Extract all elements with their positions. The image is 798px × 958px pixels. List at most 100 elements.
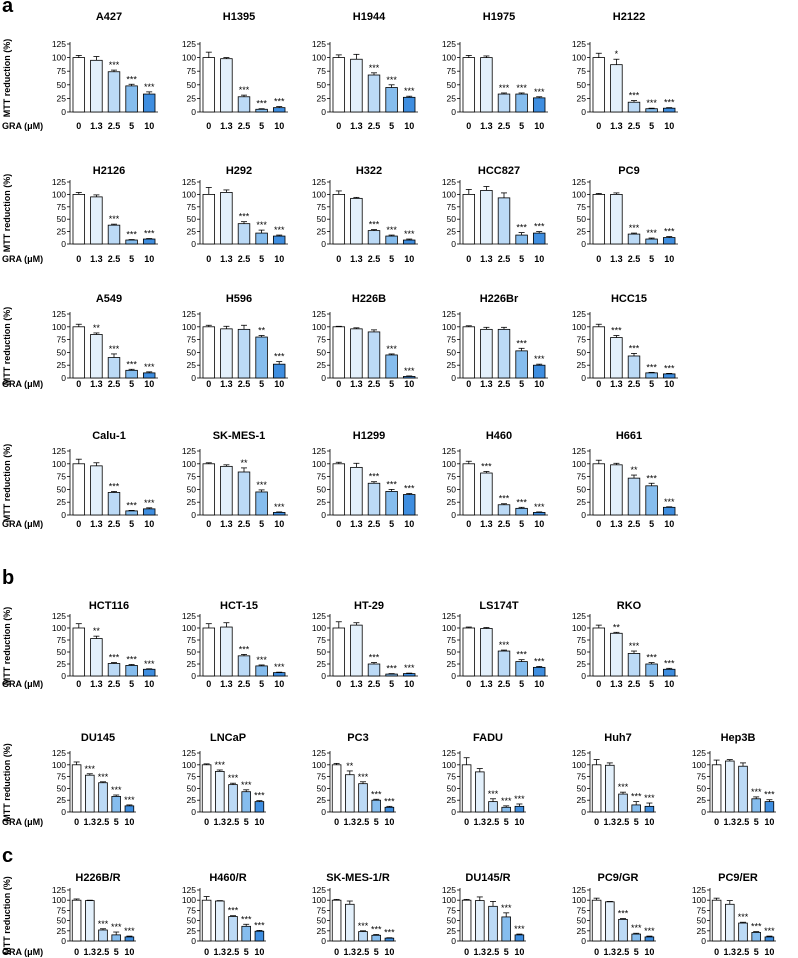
bar bbox=[764, 801, 775, 813]
y-tick-label: 25 bbox=[317, 926, 327, 936]
y-tick-label: 100 bbox=[572, 760, 586, 770]
bar bbox=[241, 925, 251, 942]
y-tick-label: 125 bbox=[52, 177, 66, 187]
x-tick-label: 5 bbox=[504, 817, 509, 827]
y-tick-label: 100 bbox=[52, 189, 66, 199]
bar bbox=[345, 774, 355, 813]
x-tick-label: 10 bbox=[764, 817, 774, 827]
x-tick-label: 5 bbox=[504, 947, 509, 957]
y-tick-label: 50 bbox=[57, 647, 67, 657]
x-tick-label: 5 bbox=[374, 947, 379, 957]
bar bbox=[738, 922, 748, 942]
significance-label: *** bbox=[144, 659, 155, 669]
x-tick-label: 1.3 bbox=[474, 947, 487, 957]
bar bbox=[107, 71, 121, 113]
bar bbox=[90, 465, 103, 516]
chart-title: H1975 bbox=[483, 11, 515, 23]
bar bbox=[751, 932, 761, 942]
bar bbox=[371, 799, 381, 813]
significance-label: *** bbox=[386, 225, 397, 235]
significance-label: *** bbox=[239, 85, 250, 95]
significance-label: *** bbox=[254, 920, 265, 930]
y-tick-label: 0 bbox=[581, 807, 586, 817]
bar bbox=[725, 903, 735, 942]
bar bbox=[85, 900, 95, 942]
chart-title: Calu-1 bbox=[92, 430, 126, 442]
bar bbox=[142, 508, 156, 516]
y-tick-label: 0 bbox=[61, 510, 66, 520]
x-tick-label: 1.3 bbox=[610, 679, 623, 689]
x-tick-label: 2.5 bbox=[368, 379, 381, 389]
chart-title: H1395 bbox=[223, 11, 255, 23]
y-tick-label: 0 bbox=[581, 373, 586, 383]
y-tick-label: 50 bbox=[447, 214, 457, 224]
x-tick-label: 5 bbox=[259, 121, 264, 131]
y-tick-label: 125 bbox=[572, 309, 586, 319]
x-tick-label: 0 bbox=[206, 254, 211, 264]
y-tick-label: 0 bbox=[321, 510, 326, 520]
significance-label: *** bbox=[274, 97, 285, 107]
significance-label: *** bbox=[126, 74, 137, 84]
y-tick-label: 125 bbox=[692, 885, 706, 895]
x-tick-label: 2.5 bbox=[368, 679, 381, 689]
x-tick-label: 1.3 bbox=[90, 379, 103, 389]
y-tick-label: 75 bbox=[57, 905, 67, 915]
y-tick-label: 25 bbox=[317, 659, 327, 669]
x-tick-label: 5 bbox=[129, 679, 134, 689]
bar bbox=[331, 764, 342, 813]
y-tick-label: 75 bbox=[577, 202, 587, 212]
x-tick-label: 1.3 bbox=[480, 679, 493, 689]
bar bbox=[385, 354, 398, 379]
significance-label: *** bbox=[111, 785, 122, 795]
y-tick-label: 0 bbox=[61, 936, 66, 946]
x-tick-label: 1.3 bbox=[214, 947, 227, 957]
significance-label: *** bbox=[111, 922, 122, 932]
x-axis-caption: GRA (μM) bbox=[2, 379, 43, 389]
bar bbox=[237, 471, 251, 516]
bar bbox=[645, 372, 658, 379]
y-tick-label: 50 bbox=[187, 783, 197, 793]
y-tick-label: 100 bbox=[572, 459, 586, 469]
y-tick-label: 125 bbox=[312, 39, 326, 49]
significance-label: *** bbox=[738, 912, 749, 922]
bar bbox=[627, 653, 641, 677]
bar bbox=[480, 328, 493, 379]
x-tick-label: 0 bbox=[466, 121, 471, 131]
bar bbox=[220, 465, 233, 516]
x-tick-label: 1.3 bbox=[474, 817, 487, 827]
significance-label: *** bbox=[109, 60, 120, 70]
y-tick-label: 100 bbox=[442, 322, 456, 332]
x-tick-label: 0 bbox=[76, 679, 81, 689]
significance-label: *** bbox=[516, 650, 527, 660]
y-tick-label: 50 bbox=[577, 347, 587, 357]
x-tick-label: 0 bbox=[336, 254, 341, 264]
chart-h2122: H2122 0 25 50 75 100 125 0 * 1.3 *** 2.5 *** 5 *** 10 bbox=[572, 11, 678, 131]
bar bbox=[98, 782, 108, 813]
chart-title: A549 bbox=[96, 293, 122, 305]
y-tick-label: 125 bbox=[52, 309, 66, 319]
bar bbox=[90, 334, 103, 379]
x-tick-label: 5 bbox=[129, 121, 134, 131]
y-tick-label: 25 bbox=[57, 227, 67, 237]
x-tick-label: 5 bbox=[129, 379, 134, 389]
bar bbox=[125, 369, 138, 379]
significance-label: *** bbox=[228, 773, 239, 783]
significance-label: *** bbox=[631, 792, 642, 802]
bar bbox=[202, 463, 216, 516]
bar bbox=[497, 197, 511, 245]
y-tick-label: 0 bbox=[581, 510, 586, 520]
bar bbox=[272, 512, 286, 516]
x-tick-label: 0 bbox=[596, 379, 601, 389]
bar bbox=[592, 57, 606, 113]
significance-label: *** bbox=[144, 362, 155, 372]
x-tick-label: 1.3 bbox=[90, 254, 103, 264]
y-tick-label: 0 bbox=[321, 807, 326, 817]
x-axis-caption: GRA (μM) bbox=[2, 947, 43, 957]
y-axis-label: MTT reduction (%) bbox=[2, 444, 12, 523]
y-tick-label: 75 bbox=[317, 335, 327, 345]
y-tick-label: 50 bbox=[57, 484, 67, 494]
bar bbox=[402, 376, 416, 379]
y-tick-label: 25 bbox=[447, 659, 457, 669]
